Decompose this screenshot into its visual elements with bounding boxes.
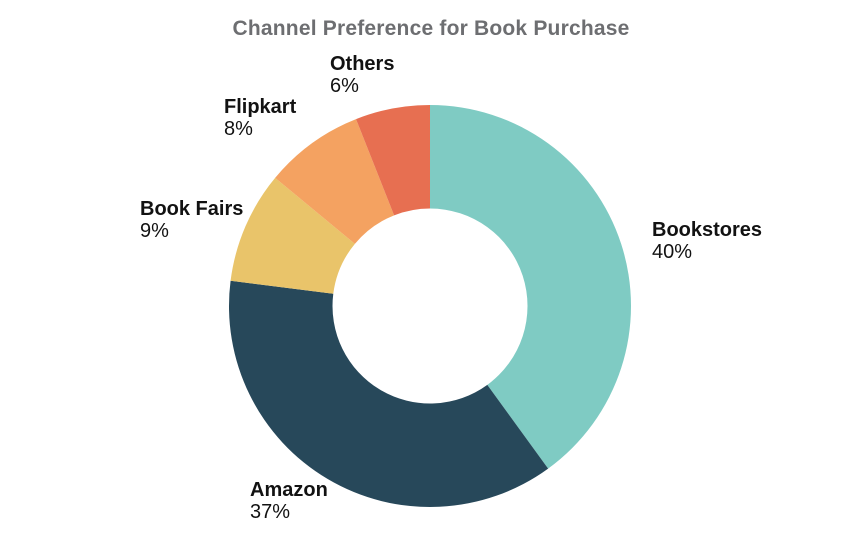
slice-label-amazon: Amazon 37%: [250, 479, 328, 523]
slice-label-book-fairs: Book Fairs 9%: [140, 198, 243, 242]
slice-flipkart: [275, 119, 395, 244]
slice-label-others: Others 6%: [330, 53, 394, 97]
slice-bookstores: [430, 105, 631, 469]
slice-label-amazon-value: 37%: [250, 501, 291, 523]
slice-label-others-name: Others: [330, 53, 395, 75]
slice-label-flipkart-name: Flipkart: [224, 96, 297, 118]
slice-others: [356, 105, 430, 216]
slice-label-flipkart-value: 8%: [224, 118, 253, 140]
slice-book-fairs: [230, 177, 355, 294]
slice-label-flipkart: Flipkart 8%: [224, 96, 296, 140]
slice-label-book-fairs-value: 9%: [140, 220, 169, 242]
slice-amazon: [228, 280, 549, 507]
slice-label-bookstores-value: 40%: [652, 241, 693, 263]
chart-title: Channel Preference for Book Purchase: [232, 17, 630, 40]
slice-label-book-fairs-name: Book Fairs: [140, 198, 244, 220]
slice-label-others-value: 6%: [330, 75, 359, 97]
slice-label-amazon-name: Amazon: [250, 479, 328, 501]
slice-label-bookstores: Bookstores 40%: [652, 219, 762, 263]
slice-label-bookstores-name: Bookstores: [652, 219, 763, 241]
